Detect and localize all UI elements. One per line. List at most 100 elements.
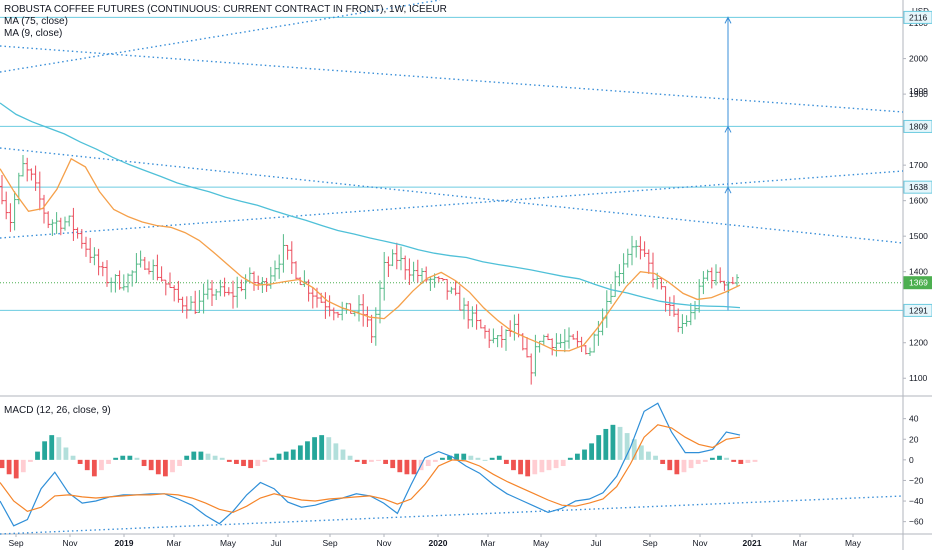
macd-histogram-bar (752, 459, 758, 462)
price-tick-label: 1500 (909, 231, 928, 241)
macd-histogram-bar (134, 457, 140, 460)
macd-histogram-bar (312, 437, 317, 460)
macd-histogram-bar (120, 455, 126, 460)
macd-histogram-bar (503, 459, 509, 464)
macd-histogram-bar (468, 455, 474, 460)
time-tick-label: Jul (271, 538, 282, 548)
price-label: 1638 (909, 182, 928, 192)
macd-histogram-bar (709, 457, 715, 460)
macd-histogram-bar (518, 459, 523, 475)
macd-histogram-bar (141, 459, 147, 467)
macd-histogram-bar (212, 455, 218, 460)
macd-histogram-bar (482, 459, 488, 461)
time-tick-label: Nov (376, 538, 392, 548)
macd-histogram-bar (560, 459, 566, 467)
ma9-line (0, 157, 741, 352)
trend-line (0, 495, 904, 535)
macd-histogram-bar (624, 433, 630, 460)
projection-arrow-head (724, 125, 732, 133)
macd-histogram-bar (667, 459, 673, 471)
macd-histogram-bar (340, 449, 346, 460)
time-tick-label: Sep (8, 538, 23, 548)
macd-histogram-bar (745, 459, 751, 463)
macd-histogram-bar (731, 459, 737, 462)
macd-histogram-bar (49, 435, 55, 460)
price-label-box (903, 303, 932, 317)
price-tick-label: 1200 (909, 338, 928, 348)
macd-histogram-bar (411, 459, 417, 475)
macd-histogram-bar (390, 459, 396, 469)
projection-arrow-head (724, 186, 732, 194)
macd-histogram-bar (567, 457, 573, 460)
macd-histogram-bar (0, 459, 5, 469)
macd-histogram-bar (297, 445, 303, 460)
macd-histogram-bar (447, 455, 452, 460)
macd-histogram-bar (283, 451, 289, 460)
macd-tick-label: −60 (909, 517, 924, 527)
price-label: 1291 (909, 305, 928, 315)
macd-tick-label: 20 (909, 434, 919, 444)
macd-histogram-bar (198, 451, 204, 460)
time-tick-label: Nov (62, 538, 78, 548)
price-label-box (903, 180, 932, 194)
macd-tick-label: −40 (909, 496, 924, 506)
macd-histogram-bar (127, 455, 133, 460)
macd-histogram-bar (234, 459, 239, 464)
macd-histogram-bar (20, 459, 26, 473)
time-tick-label: Mar (793, 538, 808, 548)
macd-histogram-bar (28, 459, 33, 462)
macd-histogram-bar (546, 459, 552, 471)
macd-histogram-bar (319, 435, 325, 460)
macd-histogram-bar (695, 459, 701, 464)
time-tick-label: Nov (692, 538, 708, 548)
macd-histogram-bar (177, 459, 182, 467)
price-bars (0, 154, 739, 385)
macd-histogram-bar (84, 459, 90, 471)
macd-histogram-bar (42, 441, 48, 460)
macd-histogram-bar (425, 459, 431, 467)
macd-histogram-bar (205, 453, 211, 460)
macd-histogram-bar (106, 459, 111, 464)
macd-histogram-bar (91, 459, 97, 477)
price-tick-label: 2000 (909, 54, 928, 64)
legend-ma75: MA (75, close) (4, 16, 68, 27)
macd-histogram-bar (646, 451, 651, 460)
macd-histogram-bar (724, 457, 729, 460)
macd-histogram-bar (589, 443, 595, 460)
macd-histogram-bar (660, 459, 666, 464)
macd-histogram-bar (681, 459, 687, 473)
macd-histogram-bar (638, 445, 644, 460)
macd-histogram-bar (575, 453, 580, 460)
macd-histogram-bar (489, 457, 495, 460)
time-tick-label: Sep (322, 538, 337, 548)
macd-histogram-bar (596, 435, 602, 460)
macd-histogram-bar (269, 457, 275, 460)
macd-histogram-bar (702, 459, 708, 462)
ma75-line (0, 102, 741, 309)
trend-line (0, 147, 904, 244)
macd-histogram-bar (461, 453, 467, 460)
macd-histogram-bar (255, 459, 261, 467)
price-label: 1809 (909, 121, 928, 131)
macd-histogram-bar (35, 451, 40, 460)
time-tick-label: 2021 (743, 538, 762, 548)
macd-histogram-bar (226, 459, 232, 462)
macd-histogram-bar (582, 449, 587, 460)
macd-histogram-bar (511, 459, 516, 471)
macd-histogram-bar (688, 459, 694, 469)
macd-histogram-bar (56, 437, 62, 460)
macd-line (0, 402, 741, 527)
macd-histogram-bar (63, 447, 69, 460)
macd-histogram-bar (397, 459, 403, 473)
macd-histogram-bar (248, 459, 254, 469)
macd-histogram-bar (617, 426, 623, 460)
macd-histogram-bar (610, 424, 616, 460)
macd-histogram-bar (326, 437, 332, 460)
macd-histogram-bar (376, 459, 381, 461)
macd-histogram-bar (539, 459, 545, 473)
macd-histogram-bar (155, 459, 161, 475)
price-tick-label: 1600 (909, 196, 928, 206)
macd-histogram-bar (191, 451, 197, 460)
